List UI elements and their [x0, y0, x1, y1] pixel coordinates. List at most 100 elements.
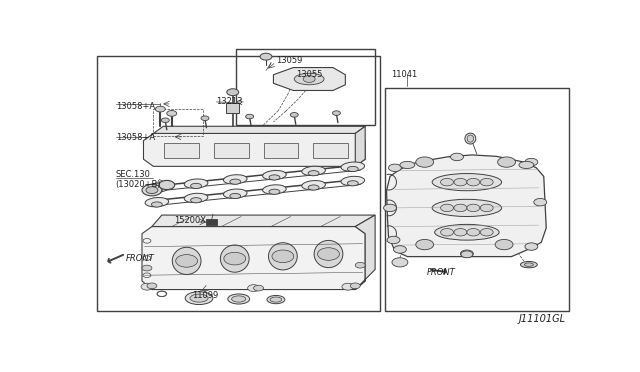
Circle shape [342, 283, 354, 290]
Ellipse shape [145, 183, 169, 193]
Circle shape [176, 254, 198, 267]
Circle shape [291, 112, 298, 117]
Circle shape [467, 204, 480, 212]
Ellipse shape [341, 162, 365, 171]
Ellipse shape [262, 170, 286, 180]
Circle shape [416, 157, 434, 167]
Ellipse shape [524, 263, 533, 266]
Circle shape [224, 252, 246, 265]
Ellipse shape [400, 161, 415, 169]
Text: 13213: 13213 [216, 97, 243, 106]
Polygon shape [154, 126, 365, 134]
Circle shape [161, 118, 169, 122]
Ellipse shape [146, 187, 158, 193]
Circle shape [440, 228, 454, 236]
Ellipse shape [270, 297, 282, 302]
Ellipse shape [465, 133, 476, 144]
Polygon shape [273, 68, 346, 90]
Text: FRONT: FRONT [428, 268, 456, 277]
Circle shape [246, 114, 253, 119]
Ellipse shape [230, 179, 241, 184]
Ellipse shape [159, 180, 175, 190]
Bar [164, 144, 199, 158]
Circle shape [480, 228, 493, 236]
Circle shape [495, 240, 513, 250]
Polygon shape [143, 134, 365, 166]
Polygon shape [142, 227, 365, 289]
Text: SEC.130
(13020+B): SEC.130 (13020+B) [116, 170, 161, 189]
Ellipse shape [152, 187, 163, 193]
Circle shape [383, 204, 396, 212]
Ellipse shape [341, 176, 365, 186]
Circle shape [253, 285, 264, 291]
Bar [227, 103, 239, 113]
Ellipse shape [145, 198, 169, 207]
Circle shape [355, 262, 365, 268]
Bar [97, 56, 380, 311]
Circle shape [480, 179, 493, 186]
Bar [313, 144, 348, 158]
Circle shape [147, 283, 157, 289]
Bar [264, 144, 298, 158]
Ellipse shape [223, 175, 247, 184]
Text: 13059: 13059 [276, 56, 302, 65]
Ellipse shape [152, 202, 163, 207]
Ellipse shape [190, 294, 208, 302]
Ellipse shape [142, 185, 162, 196]
Ellipse shape [184, 179, 208, 188]
Circle shape [454, 179, 467, 186]
Ellipse shape [191, 183, 202, 189]
Ellipse shape [228, 294, 250, 304]
Circle shape [525, 158, 538, 166]
Circle shape [440, 204, 454, 212]
Ellipse shape [432, 173, 502, 191]
Circle shape [461, 251, 473, 258]
Circle shape [350, 283, 360, 289]
Circle shape [141, 283, 153, 290]
Circle shape [467, 179, 480, 186]
Text: 11041: 11041 [392, 70, 418, 79]
Text: 13058+A: 13058+A [116, 102, 155, 111]
Circle shape [248, 285, 260, 292]
Circle shape [388, 164, 401, 171]
Ellipse shape [302, 166, 325, 176]
Circle shape [303, 76, 315, 83]
Ellipse shape [435, 224, 499, 240]
Ellipse shape [230, 193, 241, 199]
Ellipse shape [172, 247, 201, 275]
Circle shape [480, 204, 493, 212]
Ellipse shape [348, 181, 358, 186]
Ellipse shape [302, 180, 325, 190]
Circle shape [460, 250, 474, 257]
Circle shape [317, 248, 339, 260]
Polygon shape [355, 126, 365, 166]
Bar [385, 87, 568, 311]
Ellipse shape [294, 73, 324, 85]
Polygon shape [355, 215, 375, 289]
Polygon shape [387, 155, 547, 257]
Bar [207, 219, 218, 225]
Ellipse shape [223, 189, 247, 198]
Ellipse shape [308, 171, 319, 176]
Circle shape [467, 228, 480, 236]
Ellipse shape [184, 193, 208, 203]
Ellipse shape [467, 135, 474, 142]
Circle shape [454, 204, 467, 212]
Ellipse shape [191, 198, 202, 203]
Circle shape [392, 258, 408, 267]
Bar [214, 144, 249, 158]
Text: 11099: 11099 [191, 291, 218, 300]
Ellipse shape [519, 161, 534, 169]
Ellipse shape [262, 185, 286, 194]
Circle shape [260, 53, 272, 60]
Circle shape [332, 111, 340, 115]
Circle shape [440, 179, 454, 186]
Circle shape [272, 250, 294, 263]
Ellipse shape [269, 175, 280, 180]
Circle shape [416, 240, 434, 250]
Ellipse shape [220, 245, 249, 272]
Bar [236, 49, 375, 125]
Circle shape [451, 153, 463, 161]
Ellipse shape [314, 240, 343, 267]
Text: 15200X: 15200X [174, 216, 206, 225]
